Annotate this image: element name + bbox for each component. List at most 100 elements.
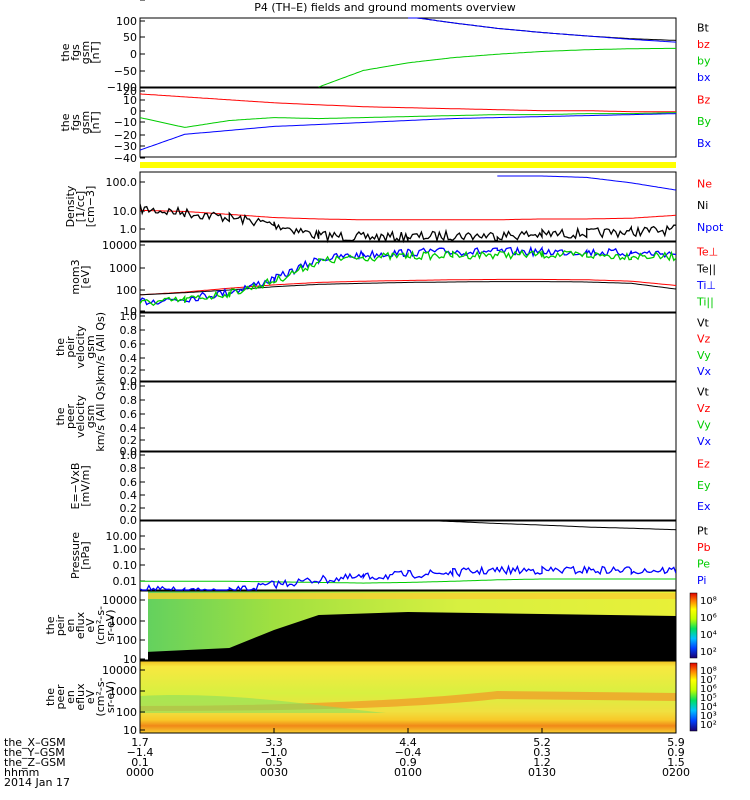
y-tick-label: 10 — [123, 94, 137, 107]
series-group — [140, 17, 676, 592]
y-tick-label: 0 — [130, 48, 137, 61]
spectrogram-green-patch — [140, 694, 386, 713]
series-line-npot — [497, 175, 676, 191]
series-line-by — [140, 112, 676, 128]
legend-entry: Vx — [697, 435, 712, 448]
panel-peir-spec: 10000 1000 100 10 thepeirenefluxeV(cm²-s-sr-… — [44, 590, 717, 666]
y-tick-label: 0.4 — [120, 352, 138, 365]
y-tick-label: 0.4 — [120, 489, 138, 502]
panel-temperature: 10000 1000 100 10 mom3[eV] Te⊥ Te|| Ti⊥ Ti|| — [69, 239, 718, 318]
colorbar — [689, 592, 698, 659]
colorbar-label: 10⁴ — [700, 630, 717, 641]
y-axis-label: [eV] — [79, 266, 92, 289]
legend-entry: Vz — [697, 333, 711, 346]
colorbar-label: 10⁶ — [700, 684, 717, 695]
x-tick-label: 5.9 — [667, 736, 685, 749]
series-line-bx — [408, 17, 676, 43]
legend-entry: Vz — [697, 402, 711, 415]
y-tick-label: 10.00 — [106, 530, 138, 543]
colorbar-label: 10⁴ — [700, 702, 717, 713]
x-tick-label: 3.3 — [265, 736, 283, 749]
x-tick-label: −0.4 — [395, 746, 422, 759]
legend-entry: Ey — [697, 479, 711, 492]
panel-peir-velocity: 1.00.80.60.40.20.0 thepeirvelocitygsmkm/s… — [54, 310, 712, 388]
colorbar-label: 10² — [700, 720, 717, 731]
y-axis-label: the — [44, 688, 57, 706]
colorbar-label: 10⁷ — [700, 675, 717, 686]
y-tick-label: 0.8 — [120, 462, 138, 475]
x-tick-label: 0.1 — [131, 756, 149, 769]
y-tick-label: 0 — [130, 105, 137, 118]
x-tick-label: 0100 — [394, 766, 422, 779]
series-line-ni — [140, 203, 676, 244]
y-axis-label: E=−VxB — [69, 463, 82, 510]
y-axis-label: the — [44, 616, 57, 634]
y-tick-label: −20 — [114, 129, 137, 142]
y-tick-label: −100 — [107, 81, 137, 94]
panel-frame — [139, 312, 677, 382]
series-line-bx — [140, 113, 676, 151]
y-tick-label: 10 — [123, 653, 137, 666]
panel-frame — [139, 17, 677, 88]
x-tick-label: 4.4 — [399, 736, 417, 749]
legend-entry: Ez — [697, 458, 710, 471]
x-tick-label: −1.4 — [127, 746, 154, 759]
y-axis-label: km/s (All Qs) — [94, 381, 107, 451]
y-axis-label: eV — [84, 618, 97, 633]
panel-density: 100.0 10.0 1.0 0.1 Density[1/cc][cm−3] Ne Ni Np… — [64, 0, 724, 242]
x-tick-label: 0.9 — [667, 746, 685, 759]
y-axis-label: the — [54, 407, 67, 425]
y-axis-label: peir — [64, 336, 77, 358]
legend-entry: Pt — [697, 525, 709, 538]
y-axis-label: sr-eV) — [104, 681, 117, 713]
x-tick-label: 1.5 — [667, 756, 685, 769]
y-tick-label: 0.8 — [120, 324, 138, 337]
y-tick-label: 10000 — [102, 239, 137, 252]
y-axis-label: eflux — [74, 611, 87, 639]
y-axis-label: the — [59, 43, 72, 61]
y-axis-label: gsm — [84, 335, 97, 358]
y-axis-label: fgs — [69, 114, 82, 131]
legend-entry: Pb — [697, 541, 711, 554]
series-line-pt — [408, 520, 676, 531]
y-tick-label: 10 — [123, 724, 137, 737]
legend-entry: Pe — [697, 557, 710, 570]
y-tick-label: 0.10 — [113, 559, 138, 572]
legend-entry: Te⊥ — [696, 246, 718, 259]
series-line-pe — [140, 578, 676, 584]
x-tick-label: 0130 — [528, 766, 556, 779]
spectrogram-black-region — [145, 612, 676, 660]
y-tick-label: 1.0 — [120, 310, 138, 323]
y-axis-label: [mV/m] — [79, 465, 92, 506]
y-axis-label: peer — [54, 684, 67, 710]
x-tick-label: 0.9 — [399, 756, 417, 769]
legend-entry: Ne — [697, 178, 712, 191]
y-tick-label: 0.8 — [120, 394, 138, 407]
x-row-label: the_Z–GSM — [4, 756, 66, 769]
y-tick-label: 0.0 — [120, 375, 138, 388]
colorbar-label: 10⁸ — [700, 666, 717, 677]
legend-entry: Pi — [697, 574, 706, 587]
x-tick-label: 1.7 — [131, 736, 149, 749]
y-tick-label: 0.4 — [120, 422, 138, 435]
y-axis-label: peir — [54, 614, 67, 636]
y-tick-label: 10.0 — [113, 205, 138, 218]
y-tick-label: 1.0 — [120, 449, 138, 462]
x-tick-label: 0.3 — [533, 746, 551, 759]
y-axis-label: Density — [64, 185, 77, 227]
y-axis-label: gsm — [84, 405, 97, 428]
y-axis-label: mom3 — [69, 259, 82, 294]
x-tick-label: 5.2 — [533, 736, 551, 749]
panel-peer-velocity: 1.00.80.60.40.20.0 thepeervelocitygsmkm/s… — [54, 380, 712, 458]
legend-entry: Bt — [697, 22, 710, 35]
y-axis-label: (cm²-s- — [94, 606, 107, 645]
y-tick-label: 1.0 — [120, 223, 138, 236]
y-axis-label: the — [54, 338, 67, 356]
series-line-te — [140, 281, 676, 296]
y-tick-label: 10 — [123, 305, 137, 318]
legend-entry: By — [697, 115, 712, 128]
y-axis-label: (cm²-s- — [94, 677, 107, 716]
colorbar-label: 10⁸ — [700, 596, 717, 607]
